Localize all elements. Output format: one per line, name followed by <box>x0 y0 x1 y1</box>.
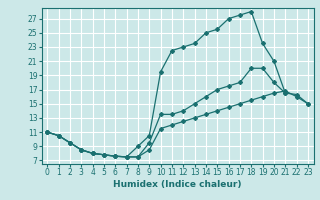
X-axis label: Humidex (Indice chaleur): Humidex (Indice chaleur) <box>113 180 242 189</box>
